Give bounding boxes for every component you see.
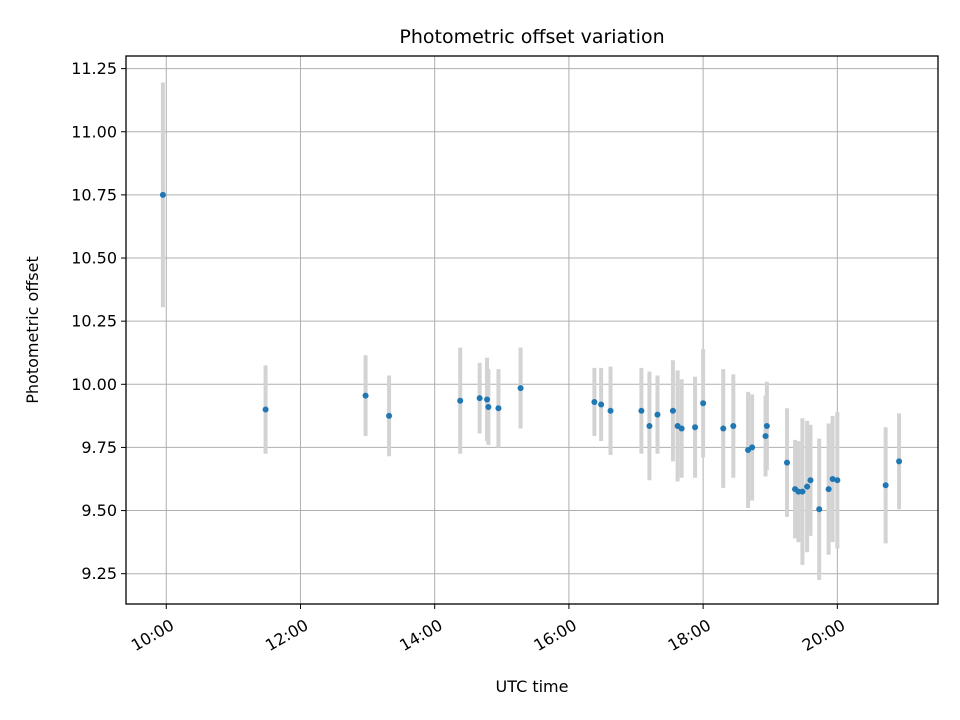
data-point — [799, 488, 806, 495]
data-point — [262, 406, 269, 413]
y-tick-label: 10.25 — [71, 312, 117, 331]
y-tick-label: 11.00 — [71, 122, 117, 141]
data-point — [159, 191, 166, 198]
y-tick-label: 10.75 — [71, 185, 117, 204]
y-axis-label: Photometric offset — [23, 256, 42, 404]
data-point — [362, 392, 369, 399]
data-points — [159, 191, 903, 513]
data-point — [654, 411, 661, 418]
data-point — [476, 395, 483, 402]
data-point — [495, 405, 502, 412]
y-tick-label: 10.00 — [71, 375, 117, 394]
data-point — [692, 424, 699, 431]
data-point — [730, 422, 737, 429]
data-point — [700, 400, 707, 407]
data-point — [669, 407, 676, 414]
chart-title: Photometric offset variation — [399, 26, 664, 48]
data-point — [485, 404, 492, 411]
data-point — [784, 459, 791, 466]
data-point — [896, 458, 903, 465]
data-point — [517, 385, 524, 392]
data-point — [591, 398, 598, 405]
y-tick-label: 9.25 — [81, 564, 117, 583]
data-point — [607, 407, 614, 414]
x-axis-label: UTC time — [496, 677, 569, 696]
data-point — [484, 396, 491, 403]
data-point — [816, 506, 823, 513]
y-tick-label: 9.75 — [81, 438, 117, 457]
y-tick-label: 11.25 — [71, 59, 117, 78]
data-point — [720, 425, 727, 432]
y-tick-label: 10.50 — [71, 249, 117, 268]
data-point — [386, 412, 393, 419]
data-point — [598, 401, 605, 408]
data-point — [763, 422, 770, 429]
data-point — [804, 483, 811, 490]
data-point — [646, 422, 653, 429]
grid — [126, 56, 938, 604]
data-point — [749, 444, 756, 451]
data-point — [762, 433, 769, 440]
data-point — [882, 482, 889, 489]
y-tick-label: 9.50 — [81, 501, 117, 520]
data-point — [829, 475, 836, 482]
data-point — [678, 425, 685, 432]
plot-frame — [125, 55, 939, 605]
data-point — [834, 477, 841, 484]
data-point — [807, 477, 814, 484]
data-point — [638, 407, 645, 414]
data-point — [457, 397, 464, 404]
data-point — [825, 486, 832, 493]
